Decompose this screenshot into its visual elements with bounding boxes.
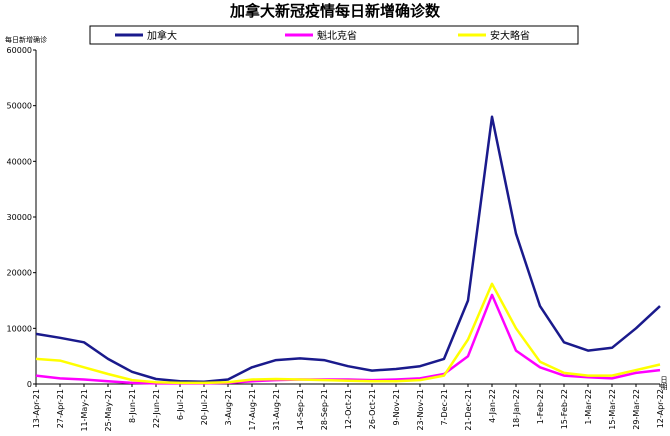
legend-box	[89, 25, 579, 45]
y-tick-label: 50000	[7, 102, 32, 111]
legend: 加拿大 魁北克省 安大略省	[115, 29, 530, 42]
x-tick-label: 26-Oct-21	[368, 389, 377, 429]
y-ticks: 0 10000 20000 30000 40000 50000 60000	[7, 46, 36, 389]
x-tick-label: 14-Sep-21	[296, 389, 305, 430]
x-tick-label: 20-Jul-21	[200, 389, 209, 425]
x-tick-label: 1-Mar-22	[584, 389, 593, 425]
x-tick-label: 11-May-21	[80, 389, 89, 432]
x-tick-label: 21-Dec-21	[464, 389, 473, 431]
x-tick-label: 8-Jun-21	[128, 389, 137, 423]
x-tick-label: 6-Jul-21	[176, 389, 185, 420]
y-tick-label: 10000	[7, 324, 32, 333]
axes	[35, 50, 660, 385]
x-tick-label: 27-Apr-21	[56, 389, 65, 428]
y-tick-label: 0	[27, 380, 32, 389]
y-axis-label: 每日新增确诊	[5, 35, 47, 44]
x-axis-label: 日期	[660, 376, 668, 391]
x-tick-label: 1-Feb-22	[536, 389, 545, 424]
y-tick-label: 20000	[7, 269, 32, 278]
legend-label: 魁北克省	[317, 29, 357, 42]
x-tick-label: 15-Mar-22	[608, 389, 617, 430]
chart-title: 加拿大新冠疫情每日新增确诊数	[229, 2, 441, 20]
x-tick-label: 12-Oct-21	[344, 389, 353, 429]
y-tick-label: 30000	[7, 213, 32, 222]
y-tick-label: 40000	[7, 157, 32, 166]
series-line-0	[35, 115, 661, 384]
x-tick-label: 3-Aug-21	[224, 389, 233, 426]
series-lines	[35, 115, 661, 385]
x-tick-label: 18-Jan-22	[512, 389, 521, 428]
x-tick-label: 28-Sep-21	[320, 389, 329, 430]
x-tick-label: 17-Aug-21	[248, 389, 257, 431]
legend-label: 安大略省	[490, 29, 530, 42]
x-tick-label: 7-Dec-21	[440, 389, 449, 426]
x-tick-label: 12-Apr-22	[656, 389, 665, 428]
x-tick-label: 22-Jun-21	[152, 389, 161, 428]
x-tick-label: 15-Feb-22	[560, 389, 569, 429]
legend-label: 加拿大	[147, 29, 177, 42]
series-line-2	[35, 282, 661, 385]
x-tick-label: 29-Mar-22	[632, 389, 641, 430]
x-tick-label: 31-Aug-21	[272, 389, 281, 431]
x-tick-label: 4-Jan-22	[488, 389, 497, 423]
y-tick-label: 60000	[7, 46, 32, 55]
x-tick-label: 25-May-21	[104, 389, 113, 432]
x-tick-label: 13-Apr-21	[32, 389, 41, 428]
x-tick-label: 9-Nov-21	[392, 389, 401, 425]
x-tick-label: 23-Nov-21	[416, 389, 425, 431]
x-ticks: 13-Apr-21 27-Apr-21 11-May-21 25-May-21 8-Ju…	[32, 384, 665, 432]
